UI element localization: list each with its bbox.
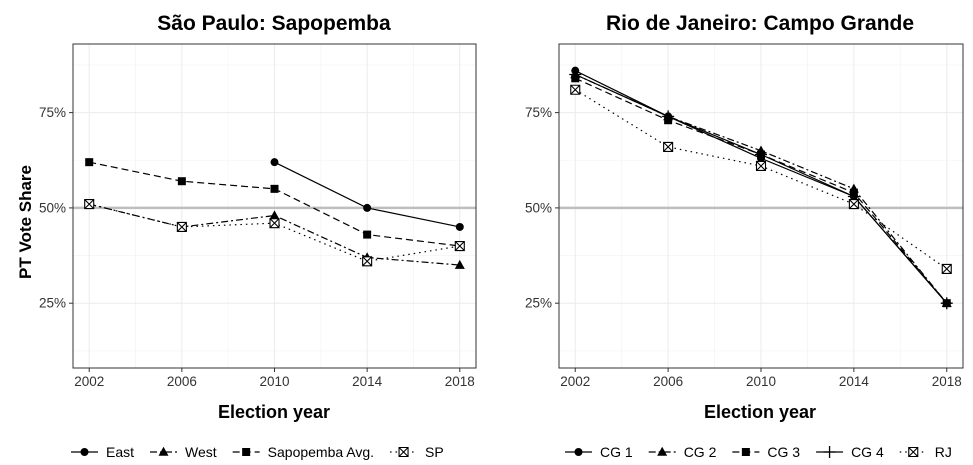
x-tick-label: 2002: [560, 374, 590, 389]
data-point-cg-4: [569, 68, 582, 81]
data-point-sapopemba-avg-: [177, 177, 186, 186]
y-tick-label: 25%: [39, 296, 66, 311]
x-axis-label-rio: Election year: [704, 402, 816, 422]
x-tick-label: 2006: [167, 374, 197, 389]
x-tick-label: 2014: [839, 374, 870, 389]
data-point-rj: [570, 84, 581, 95]
y-tick-label: 25%: [525, 296, 552, 311]
data-point-east: [270, 158, 279, 167]
data-point-rj: [848, 199, 859, 210]
data-point-west: [454, 259, 465, 269]
data-point-rj: [941, 263, 952, 274]
data-point-sp: [176, 221, 187, 233]
panel-sao-paulo: São Paulo: Sapopemba PT Vote Share Elect…: [16, 12, 477, 422]
panel-rio: Rio de Janeiro: Campo Grande Election ye…: [525, 12, 964, 422]
data-point-sp: [454, 240, 465, 252]
legend-key-marker-sapopemba-avg-: [242, 448, 251, 456]
legend-key-marker-cg-3: [741, 448, 750, 456]
data-point-west: [269, 210, 280, 220]
data-point-sapopemba-avg-: [363, 230, 372, 239]
y-tick-label: 50%: [525, 200, 552, 215]
legend-label-cg-3: CG 3: [767, 444, 800, 460]
y-tick-label: 75%: [525, 105, 552, 120]
legend-label-rj: RJ: [935, 444, 952, 460]
legend-label-cg-2: CG 2: [684, 444, 717, 460]
legend-sao-paulo: East West Sapopemba Avg. SP: [71, 444, 444, 460]
legend-label-west: West: [185, 444, 217, 460]
legend-key-marker-west: [158, 446, 169, 456]
data-point-east: [363, 203, 372, 212]
series-line-west: [89, 203, 460, 266]
legend-label-sp: SP: [425, 444, 444, 460]
legend-key-marker-cg-2: [657, 446, 668, 456]
data-point-sp: [362, 256, 373, 267]
legend-label-cg-1: CG 1: [600, 444, 633, 460]
x-tick-label: 2010: [746, 374, 776, 389]
legend-key-marker-east: [80, 448, 89, 456]
data-point-sp: [84, 199, 95, 210]
legend-label-sapopemba-avg-: Sapopemba Avg.: [268, 444, 374, 460]
x-tick-label: 2002: [74, 374, 104, 389]
x-tick-label: 2006: [653, 374, 683, 389]
y-tick-label: 75%: [39, 105, 66, 120]
data-point-east: [455, 222, 464, 231]
x-tick-label: 2014: [352, 374, 383, 389]
data-point-sapopemba-avg-: [270, 184, 279, 193]
data-point-cg-4: [755, 148, 767, 161]
plot-area-rio: 25% 50% 75% 2002 2006 2010 2014 2018: [525, 43, 964, 389]
x-axis-label-sao-paulo: Election year: [218, 402, 330, 422]
y-tick-label: 50%: [39, 200, 66, 215]
plot-area-sao-paulo: 25% 50% 75% 2002 2006 2010 2014 2018: [39, 43, 477, 389]
legend-key-marker-rj: [908, 446, 919, 458]
legend-label-east: East: [106, 444, 134, 460]
data-point-sapopemba-avg-: [85, 158, 94, 167]
legend-key-marker-sp: [398, 446, 409, 458]
legend-rio: CG 1 CG 2 CG 3 CG 4 RJ: [565, 444, 952, 460]
legend-key-marker-cg-4: [823, 446, 836, 458]
legend-label-cg-4: CG 4: [851, 444, 884, 460]
data-point-rj: [663, 141, 674, 152]
x-tick-label: 2018: [932, 374, 962, 389]
y-axis-label: PT Vote Share: [16, 165, 35, 279]
x-tick-label: 2010: [259, 374, 289, 389]
data-point-sp: [269, 218, 280, 229]
data-point-cg-4: [940, 297, 953, 310]
panel-title-sao-paulo: São Paulo: Sapopemba: [157, 12, 391, 35]
panel-title-rio: Rio de Janeiro: Campo Grande: [606, 12, 914, 35]
data-point-cg-4: [662, 110, 675, 123]
legend-key-marker-cg-1: [574, 448, 583, 456]
x-tick-label: 2018: [445, 374, 475, 389]
data-point-rj: [755, 160, 767, 172]
